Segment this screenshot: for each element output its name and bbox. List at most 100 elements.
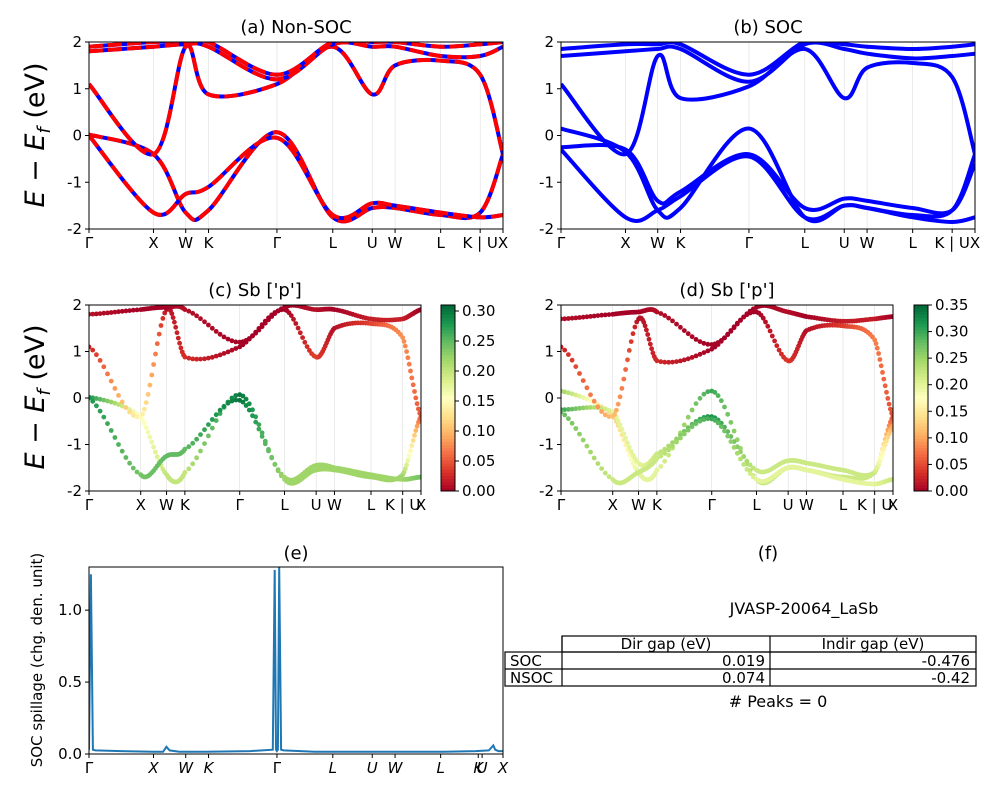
band-point bbox=[253, 419, 259, 425]
band-point bbox=[573, 364, 579, 369]
y-tick-label: -2 bbox=[67, 482, 82, 500]
band-point bbox=[738, 318, 743, 323]
x-tick-label: Γ bbox=[85, 234, 94, 252]
band-point bbox=[194, 313, 200, 319]
band-point bbox=[151, 444, 157, 450]
x-tick-label: L bbox=[839, 496, 848, 514]
band-point bbox=[130, 409, 136, 414]
band-point bbox=[105, 310, 110, 316]
band-point bbox=[202, 319, 207, 325]
band-point bbox=[112, 435, 118, 440]
band-point bbox=[174, 330, 180, 336]
colorbar-segment bbox=[914, 357, 928, 362]
band-point bbox=[685, 331, 691, 337]
x-tick-label: U bbox=[477, 759, 488, 777]
band-point bbox=[213, 418, 219, 423]
band-line-1 bbox=[561, 143, 975, 216]
band-point bbox=[654, 358, 660, 364]
band-point bbox=[658, 453, 664, 459]
band-point bbox=[772, 338, 777, 344]
band-point bbox=[562, 407, 568, 412]
colorbar-segment bbox=[441, 432, 455, 436]
band-point bbox=[149, 439, 155, 445]
band-point bbox=[278, 471, 284, 477]
x-tick-label: Γ bbox=[745, 234, 754, 252]
band-point bbox=[402, 466, 408, 472]
band-point bbox=[617, 422, 623, 428]
band-point bbox=[233, 397, 239, 403]
colorbar-segment bbox=[914, 348, 928, 352]
band-point bbox=[225, 336, 231, 342]
band-point bbox=[880, 451, 885, 456]
y-tick-label: 0.5 bbox=[58, 673, 82, 691]
band-point bbox=[206, 322, 211, 328]
y-tick-label: 2 bbox=[72, 33, 82, 51]
band-point bbox=[623, 367, 628, 372]
band-point bbox=[697, 418, 703, 424]
band-point bbox=[693, 353, 699, 359]
band-point bbox=[619, 426, 625, 432]
band-point bbox=[418, 307, 421, 312]
colorbar-segment bbox=[441, 332, 455, 337]
material-id: JVASP-20064_LaSb bbox=[729, 599, 879, 619]
band-point bbox=[630, 331, 636, 337]
band-point bbox=[577, 431, 582, 437]
band-point bbox=[602, 470, 608, 476]
gap-table: Dir gap (eV) Indir gap (eV) SOC 0.019 -0… bbox=[504, 635, 977, 687]
colorbar-segment bbox=[441, 398, 455, 402]
band-point bbox=[416, 406, 421, 412]
colorbar-segment bbox=[441, 429, 455, 433]
band-point bbox=[130, 307, 136, 313]
band-point bbox=[670, 318, 675, 324]
band-point bbox=[573, 392, 579, 398]
colorbar-segment bbox=[441, 453, 455, 458]
band-point bbox=[233, 393, 239, 398]
band-point bbox=[209, 354, 215, 360]
band-point bbox=[774, 343, 780, 349]
colorbar-segment bbox=[914, 326, 928, 331]
panel-e: 0.00.51.0Γ X W K Γ L U W L KU X bbox=[58, 566, 509, 777]
band-point bbox=[89, 395, 92, 401]
colorbar-segment bbox=[441, 441, 455, 445]
table-row-soc-dir: 0.019 bbox=[722, 652, 765, 670]
colorbar-segment bbox=[441, 351, 455, 356]
table-row-soc-indir: -0.476 bbox=[922, 652, 970, 670]
band-point bbox=[584, 396, 590, 402]
colorbar-segment bbox=[441, 314, 455, 318]
y-tick-label: 2 bbox=[544, 33, 554, 51]
colorbar-segment bbox=[441, 401, 455, 405]
colorbar-segment bbox=[441, 339, 455, 343]
band-point bbox=[646, 336, 652, 342]
colorbar-segment bbox=[914, 323, 928, 328]
band-point bbox=[101, 414, 107, 420]
band-point bbox=[101, 310, 107, 316]
colorbar-segment bbox=[914, 484, 928, 489]
band-point bbox=[190, 310, 196, 316]
band-point bbox=[874, 345, 880, 351]
y-tick-label: 1 bbox=[544, 80, 554, 98]
band-point bbox=[127, 460, 132, 466]
band-point bbox=[90, 347, 96, 353]
band-point bbox=[229, 347, 235, 353]
band-point bbox=[890, 414, 893, 419]
band-point bbox=[275, 467, 281, 472]
band-point bbox=[577, 371, 582, 376]
band-point bbox=[414, 401, 420, 407]
colorbar-segment bbox=[914, 413, 928, 418]
colorbar-tick-label: 0.15 bbox=[462, 392, 495, 410]
colorbar-frame bbox=[440, 304, 456, 492]
band-point bbox=[662, 458, 668, 464]
colorbar-segment bbox=[914, 363, 928, 368]
colorbar-segment bbox=[914, 385, 928, 390]
colorbar-segment bbox=[914, 401, 928, 405]
band-point bbox=[94, 403, 99, 409]
band-point bbox=[630, 460, 636, 466]
energy-ylabel-unit: (eV) bbox=[20, 63, 51, 128]
band-point bbox=[722, 428, 727, 434]
peaks-text: # Peaks = 0 bbox=[729, 692, 828, 711]
colorbar-segment bbox=[441, 379, 455, 383]
band-point bbox=[250, 413, 255, 419]
